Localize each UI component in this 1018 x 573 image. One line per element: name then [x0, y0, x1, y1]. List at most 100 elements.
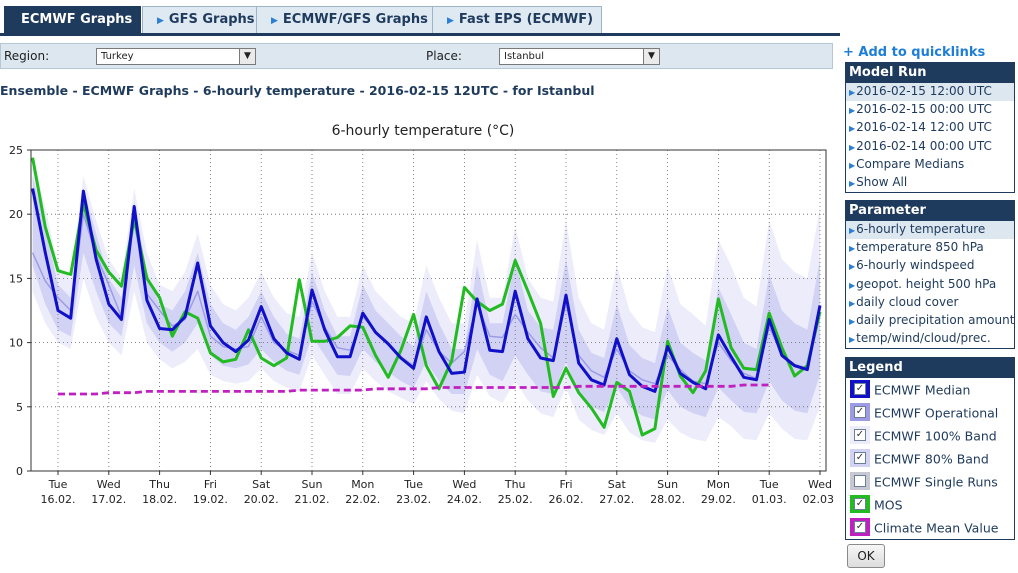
- legend-checkbox[interactable]: ✓: [854, 383, 866, 395]
- x-tick-date-label: 01.03.: [752, 493, 787, 506]
- x-tick-date-label: 23.02.: [396, 493, 431, 506]
- triangle-right-icon: ▶: [849, 280, 856, 290]
- triangle-right-icon: ▶: [849, 178, 856, 188]
- x-axis: Tue 16.02. Wed 17.02. Thu 18.02. Fri 19.02. Sat 2…: [41, 471, 835, 506]
- x-tick-date-label: 17.02.: [91, 493, 126, 506]
- triangle-right-icon: ▶: [849, 335, 856, 345]
- legend-checkbox[interactable]: ✓: [854, 429, 866, 441]
- x-tick-day-label: Sun: [302, 478, 323, 491]
- legend-item[interactable]: ✓ ECMWF Operational: [846, 401, 1014, 424]
- x-tick-day-label: Mon: [707, 478, 730, 491]
- place-label: Place:: [426, 49, 462, 63]
- chevron-down-icon: ▼: [239, 49, 255, 64]
- place-select[interactable]: Istanbul ▼: [499, 48, 660, 65]
- triangle-right-icon: ▶: [447, 16, 454, 26]
- legend-item[interactable]: ECMWF Single Runs: [846, 470, 1014, 493]
- page-title: Ensemble - ECMWF Graphs - 6-hourly tempe…: [0, 83, 595, 98]
- model-run-item[interactable]: ▶2016-02-15 00:00 UTC: [846, 101, 1014, 119]
- x-tick-date-label: 22.02.: [345, 493, 380, 506]
- x-tick-day-label: Mon: [351, 478, 374, 491]
- add-to-quicklinks-link[interactable]: + Add to quicklinks: [843, 45, 986, 60]
- parameter-item[interactable]: ▶6-hourly windspeed: [846, 257, 1014, 275]
- legend-title: Legend: [846, 358, 1014, 378]
- x-tick-day-label: Fri: [559, 478, 572, 491]
- x-tick-date-label: 28.02.: [650, 493, 685, 506]
- legend-checkbox[interactable]: ✓: [854, 521, 866, 533]
- y-tick-label: 20: [9, 208, 23, 221]
- parameter-item[interactable]: ▶6-hourly temperature: [846, 221, 1014, 240]
- legend-swatch: ✓: [850, 426, 870, 444]
- x-tick-day-label: Fri: [204, 478, 217, 491]
- model-run-item[interactable]: ▶2016-02-14 12:00 UTC: [846, 119, 1014, 137]
- legend-item[interactable]: ✓ ECMWF Median: [846, 378, 1014, 401]
- legend-panel: Legend ✓ ECMWF Median ✓ ECMWF Operational ✓ E…: [845, 357, 1015, 540]
- legend-checkbox[interactable]: ✓: [854, 452, 866, 464]
- x-tick-day-label: Tue: [48, 478, 68, 491]
- legend-label: ECMWF Single Runs: [874, 474, 998, 490]
- parameter-label: temp/wind/cloud/prec.: [856, 331, 991, 346]
- tab-fast-eps[interactable]: ▶ Fast EPS (ECMWF): [432, 6, 603, 33]
- triangle-right-icon: ▶: [157, 16, 164, 26]
- graph-tabs: ECMWF Graphs ▶ GFS Graphs ▶ ECMWF/GFS Grap…: [0, 0, 840, 36]
- tab-label: GFS Graphs: [168, 12, 255, 27]
- legend-label: ECMWF 80% Band: [874, 451, 989, 467]
- legend-label: ECMWF Operational: [874, 405, 999, 421]
- legend-checkbox[interactable]: ✓: [854, 498, 866, 510]
- x-tick-day-label: Sun: [657, 478, 678, 491]
- x-tick-day-label: Sat: [252, 478, 271, 491]
- triangle-right-icon: ▶: [849, 88, 856, 97]
- legend-checkbox[interactable]: ✓: [854, 406, 866, 418]
- parameter-label: 6-hourly temperature: [856, 222, 986, 236]
- tab-gfs-graphs[interactable]: ▶ GFS Graphs: [142, 6, 264, 33]
- legend-item[interactable]: ✓ MOS: [846, 493, 1014, 516]
- x-tick-day-label: Tue: [759, 478, 779, 491]
- series-line-ecmwf-operational: [31, 213, 821, 385]
- legend-item[interactable]: ✓ ECMWF 80% Band: [846, 447, 1014, 470]
- tab-label: ECMWF Graphs: [21, 12, 133, 27]
- triangle-right-icon: ▶: [849, 262, 856, 272]
- legend-label: Climate Mean Value: [874, 520, 999, 536]
- x-tick-day-label: Sat: [608, 478, 627, 491]
- show-all-link[interactable]: ▶Show All: [846, 174, 1014, 192]
- region-select[interactable]: Turkey ▼: [96, 48, 256, 65]
- triangle-right-icon: ▶: [849, 244, 856, 254]
- parameter-item[interactable]: ▶geopot. height 500 hPa: [846, 276, 1014, 294]
- legend-item[interactable]: ✓ Climate Mean Value: [846, 516, 1014, 539]
- parameter-item[interactable]: ▶temperature 850 hPa: [846, 239, 1014, 257]
- chart-title: 6-hourly temperature (°C): [332, 123, 515, 139]
- x-tick-date-label: 19.02.: [193, 493, 228, 506]
- model-run-panel: Model Run ▶2016-02-15 12:00 UTC ▶2016-02…: [845, 62, 1015, 194]
- parameter-label: temperature 850 hPa: [856, 240, 984, 255]
- triangle-right-icon: ▶: [849, 226, 856, 235]
- triangle-right-icon: ▶: [849, 160, 856, 170]
- region-place-bar: Region: Turkey ▼ Place: Istanbul ▼: [0, 43, 833, 69]
- model-run-label: 2016-02-14 00:00 UTC: [856, 138, 992, 153]
- model-run-label: 2016-02-15 00:00 UTC: [856, 102, 992, 117]
- compare-medians-link[interactable]: ▶Compare Medians: [846, 156, 1014, 174]
- parameter-label: 6-hourly windspeed: [856, 258, 975, 273]
- x-tick-date-label: 29.02.: [701, 493, 736, 506]
- region-label: Region:: [4, 49, 50, 63]
- ok-button[interactable]: OK: [847, 544, 885, 568]
- x-tick-day-label: Wed: [452, 478, 476, 491]
- place-value: Istanbul: [504, 51, 545, 62]
- legend-checkbox[interactable]: [854, 475, 866, 487]
- model-run-item[interactable]: ▶2016-02-14 00:00 UTC: [846, 138, 1014, 156]
- parameter-item[interactable]: ▶temp/wind/cloud/prec.: [846, 330, 1014, 348]
- y-tick-label: 15: [9, 272, 23, 285]
- legend-label: ECMWF 100% Band: [874, 428, 997, 444]
- triangle-right-icon: ▶: [271, 16, 278, 26]
- model-run-item[interactable]: ▶2016-02-15 12:00 UTC: [846, 83, 1014, 102]
- x-tick-date-label: 16.02.: [41, 493, 76, 506]
- triangle-right-icon: ▶: [849, 316, 856, 326]
- temperature-chart: 6-hourly temperature (°C) 0 5 10 15 20 25 Tue…: [9, 123, 835, 506]
- legend-swatch: ✓: [850, 449, 870, 467]
- legend-item[interactable]: ✓ ECMWF 100% Band: [846, 424, 1014, 447]
- parameter-label: geopot. height 500 hPa: [856, 276, 997, 291]
- parameter-item[interactable]: ▶daily precipitation amount: [846, 312, 1014, 330]
- parameter-item[interactable]: ▶daily cloud cover: [846, 294, 1014, 312]
- tab-ecmwf-gfs-graphs[interactable]: ▶ ECMWF/GFS Graphs: [256, 6, 437, 33]
- x-tick-day-label: Wed: [97, 478, 121, 491]
- tab-ecmwf-graphs[interactable]: ECMWF Graphs: [4, 6, 142, 33]
- legend-swatch: ✓: [850, 380, 870, 398]
